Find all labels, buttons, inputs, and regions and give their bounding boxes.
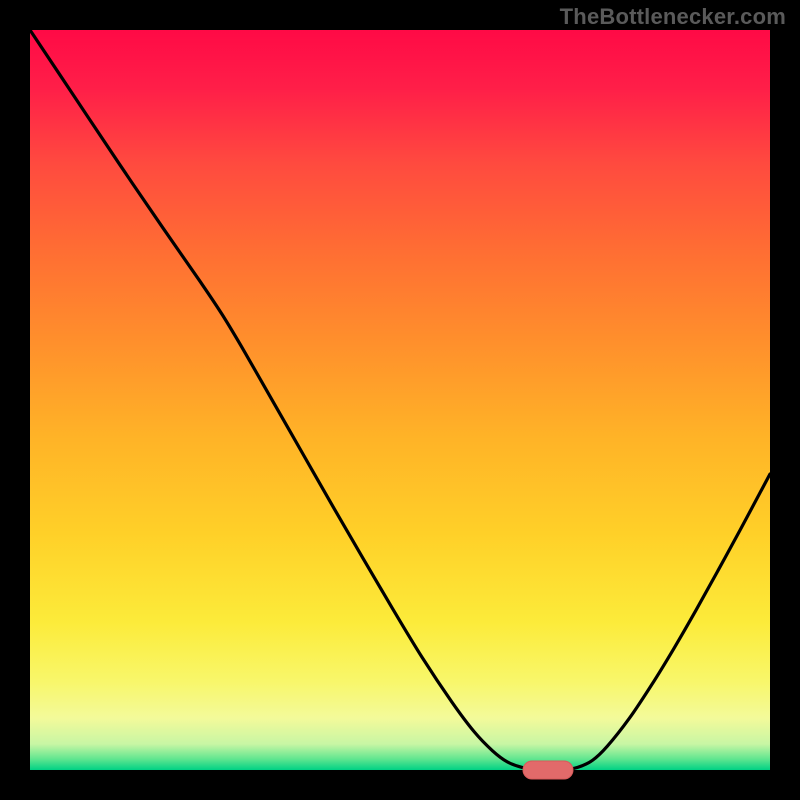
chart-background <box>30 30 770 770</box>
bottleneck-chart <box>0 0 800 800</box>
optimal-marker <box>523 761 573 779</box>
watermark-label: TheBottlenecker.com <box>560 4 786 30</box>
chart-frame: TheBottlenecker.com <box>0 0 800 800</box>
